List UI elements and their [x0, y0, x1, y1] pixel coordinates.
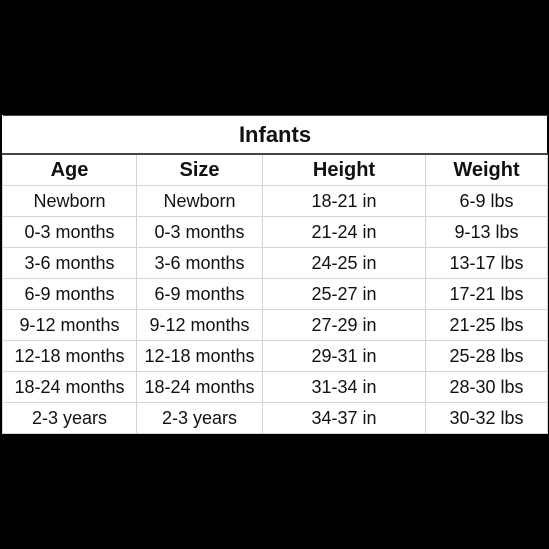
table-cell: 9-13 lbs: [425, 216, 548, 248]
data-row: 12-18 months 12-18 months 29-31 in 25-28 lb…: [2, 340, 548, 372]
table-cell: 29-31 in: [262, 340, 426, 372]
table-cell: Newborn: [2, 185, 137, 217]
title-row: Infants: [2, 115, 548, 155]
table-cell: 6-9 lbs: [425, 185, 548, 217]
table-title: Infants: [2, 115, 548, 155]
header-row: Age Size Height Weight: [2, 153, 548, 186]
table-cell: 21-25 lbs: [425, 309, 548, 341]
table-cell: 21-24 in: [262, 216, 426, 248]
table-cell: 25-27 in: [262, 278, 426, 310]
column-header: Size: [136, 153, 263, 186]
data-row: 2-3 years 2-3 years 34-37 in 30-32 lbs: [2, 402, 548, 434]
table-cell: 0-3 months: [136, 216, 263, 248]
table-cell: 24-25 in: [262, 247, 426, 279]
table-cell: 34-37 in: [262, 402, 426, 434]
table-cell: 3-6 months: [136, 247, 263, 279]
data-row: 9-12 months 9-12 months 27-29 in 21-25 lbs: [2, 309, 548, 341]
table-cell: 30-32 lbs: [425, 402, 548, 434]
table-cell: 9-12 months: [2, 309, 137, 341]
table-cell: 6-9 months: [2, 278, 137, 310]
column-header: Weight: [425, 153, 548, 186]
data-row: 3-6 months 3-6 months 24-25 in 13-17 lbs: [2, 247, 548, 279]
table-cell: 18-24 months: [2, 371, 137, 403]
column-header: Height: [262, 153, 426, 186]
table-cell: 0-3 months: [2, 216, 137, 248]
table-cell: 12-18 months: [2, 340, 137, 372]
table-cell: 18-21 in: [262, 185, 426, 217]
table-cell: 17-21 lbs: [425, 278, 548, 310]
table-cell: 3-6 months: [2, 247, 137, 279]
table-cell: 12-18 months: [136, 340, 263, 372]
table-cell: 18-24 months: [136, 371, 263, 403]
table-cell: Newborn: [136, 185, 263, 217]
size-table: Infants Age Size Height Weight Newborn Newborn…: [2, 115, 548, 434]
table-cell: 9-12 months: [136, 309, 263, 341]
data-row: 0-3 months 0-3 months 21-24 in 9-13 lbs: [2, 216, 548, 248]
data-row: Newborn Newborn 18-21 in 6-9 lbs: [2, 185, 548, 217]
table-cell: 28-30 lbs: [425, 371, 548, 403]
table-cell: 31-34 in: [262, 371, 426, 403]
data-row: 6-9 months 6-9 months 25-27 in 17-21 lbs: [2, 278, 548, 310]
data-row: 18-24 months 18-24 months 31-34 in 28-30 lb…: [2, 371, 548, 403]
table-cell: 13-17 lbs: [425, 247, 548, 279]
table-cell: 6-9 months: [136, 278, 263, 310]
table-cell: 25-28 lbs: [425, 340, 548, 372]
table-cell: 2-3 years: [2, 402, 137, 434]
table-cell: 2-3 years: [136, 402, 263, 434]
size-chart: Infants Age Size Height Weight Newborn Newborn…: [2, 115, 548, 434]
table-cell: 27-29 in: [262, 309, 426, 341]
column-header: Age: [2, 153, 137, 186]
